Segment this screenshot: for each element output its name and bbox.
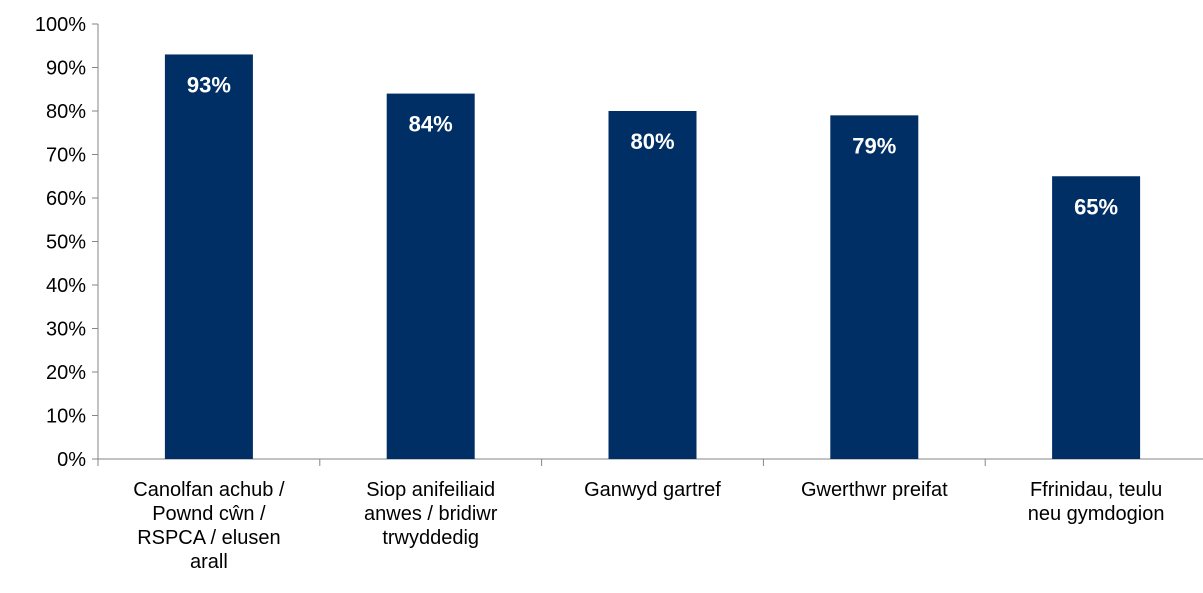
bar [164,54,253,459]
bar [386,93,475,459]
category-label: Ffrinidau, teulu neu gymdogion [1028,479,1165,525]
category-label-line: Gwerthwr preifat [801,479,948,501]
category-label: Siop anifeiliaid anwes / bridiwr trwyddedi… [364,479,498,549]
y-tick-label: 10% [46,406,86,428]
y-axis: 0% 10% 20% 30% 40% 50% 60% 70% 80% 90% 100% [35,14,99,471]
y-tick-label: 100% [35,14,86,36]
y-tick-label: 40% [46,275,86,297]
y-tick-label: 50% [46,232,86,254]
category-label-line: neu gymdogion [1028,503,1165,525]
data-label: 84% [409,112,453,137]
category-label-line: Ffrinidau, teulu [1030,479,1162,501]
y-tick-label: 70% [46,145,86,167]
bar [830,115,919,459]
data-label: 93% [187,72,231,97]
category-label-line: anwes / bridiwr [364,503,498,525]
category-label-line: trwyddedig [382,527,479,549]
data-label: 79% [852,133,896,158]
data-label: 65% [1074,194,1118,219]
y-tick-label: 60% [46,188,86,210]
category-label-line: RSPCA / elusen [137,527,280,549]
category-label-line: arall [190,551,228,573]
y-tick-label: 0% [57,449,86,471]
x-axis [97,458,1203,466]
category-label-line: Canolfan achub / [133,479,285,501]
bar [1052,176,1141,459]
category-label: Canolfan achub / Pownd cŵn / RSPCA / eluse… [133,479,285,573]
data-label: 80% [630,129,674,154]
y-tick-label: 30% [46,319,86,341]
category-label-line: Siop anifeiliaid [366,479,495,501]
category-label: Gwerthwr preifat [801,479,948,501]
y-tick-label: 20% [46,362,86,384]
category-label-line: Ganwyd gartref [584,479,721,501]
category-label: Ganwyd gartref [584,479,721,501]
y-tick-label: 80% [46,101,86,123]
bar [608,111,697,459]
bars [164,54,1141,459]
data-labels: 93% 84% 80% 79% 65% [187,72,1118,219]
category-labels: Canolfan achub / Pownd cŵn / RSPCA / eluse… [133,479,1164,573]
y-tick-label: 90% [46,58,86,80]
category-label-line: Pownd cŵn / [152,503,266,525]
